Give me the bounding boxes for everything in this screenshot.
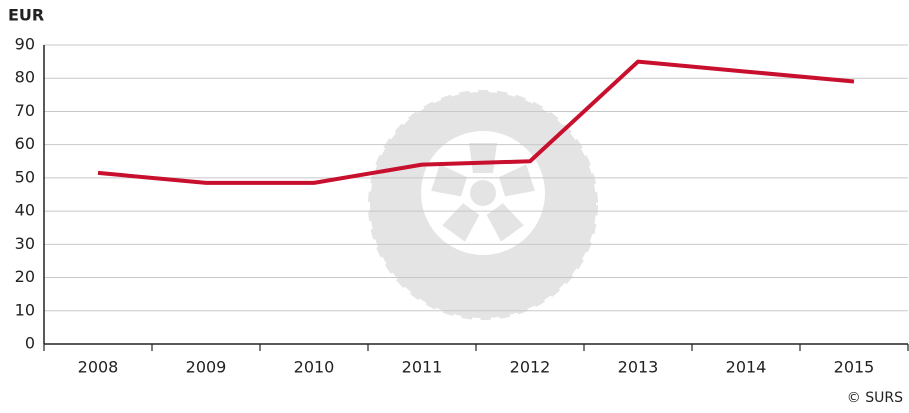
x-tick-label: 2014 — [726, 358, 767, 377]
y-tick-label: 90 — [15, 35, 35, 54]
y-tick-label: 0 — [25, 334, 35, 353]
x-tick-label: 2009 — [186, 358, 227, 377]
chart: EUR © SURS 0 10 20 30 40 50 60 70 80 90 2008 2009 20… — [0, 0, 909, 409]
y-tick-label: 40 — [15, 201, 35, 220]
y-tick-label: 50 — [15, 167, 35, 186]
y-tick-label: 30 — [15, 234, 35, 253]
y-axis-label: EUR — [8, 6, 44, 25]
x-tick-label: 2013 — [618, 358, 659, 377]
x-tick-label: 2015 — [834, 358, 875, 377]
source: © SURS — [847, 390, 903, 406]
x-tick-label: 2012 — [510, 358, 551, 377]
y-tick-label: 20 — [15, 267, 35, 286]
y-tick-label: 10 — [15, 300, 35, 319]
y-tick-label: 80 — [15, 68, 35, 87]
tyre-watermark — [370, 92, 596, 318]
x-tick-label: 2010 — [294, 358, 335, 377]
x-tick-label: 2008 — [78, 358, 119, 377]
y-tick-label: 70 — [15, 101, 35, 120]
x-tick-label: 2011 — [402, 358, 443, 377]
y-tick-label: 60 — [15, 134, 35, 153]
